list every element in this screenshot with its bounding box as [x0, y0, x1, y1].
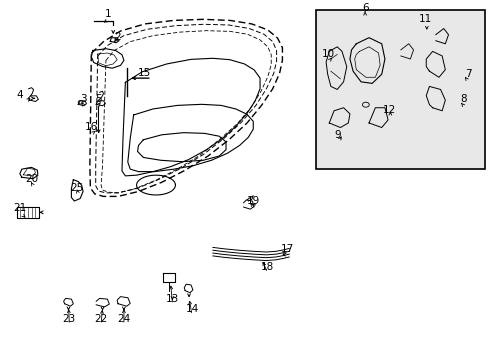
- Text: 6: 6: [361, 3, 367, 13]
- Text: 17: 17: [280, 244, 293, 254]
- Text: 4: 4: [17, 90, 23, 100]
- Text: 14: 14: [185, 304, 198, 314]
- Text: 24: 24: [117, 314, 130, 324]
- Text: 20: 20: [25, 174, 38, 184]
- Text: 15: 15: [138, 68, 151, 78]
- Text: 21: 21: [13, 203, 26, 213]
- Text: 5: 5: [95, 94, 102, 104]
- Text: 1: 1: [105, 9, 111, 19]
- Text: 8: 8: [459, 94, 466, 104]
- Text: 22: 22: [94, 314, 107, 324]
- Text: 25: 25: [70, 183, 83, 193]
- Text: 11: 11: [418, 14, 431, 24]
- Bar: [316, 10, 484, 169]
- Text: 16: 16: [84, 122, 98, 132]
- Text: 23: 23: [62, 314, 75, 324]
- Text: 18: 18: [261, 262, 274, 272]
- Text: 3: 3: [80, 94, 86, 104]
- Text: 12: 12: [382, 105, 395, 115]
- Text: 7: 7: [464, 69, 470, 79]
- Text: 9: 9: [334, 130, 341, 140]
- Text: 13: 13: [165, 294, 179, 304]
- Text: 19: 19: [246, 195, 259, 206]
- Text: 2: 2: [114, 32, 120, 42]
- Text: 10: 10: [321, 49, 334, 59]
